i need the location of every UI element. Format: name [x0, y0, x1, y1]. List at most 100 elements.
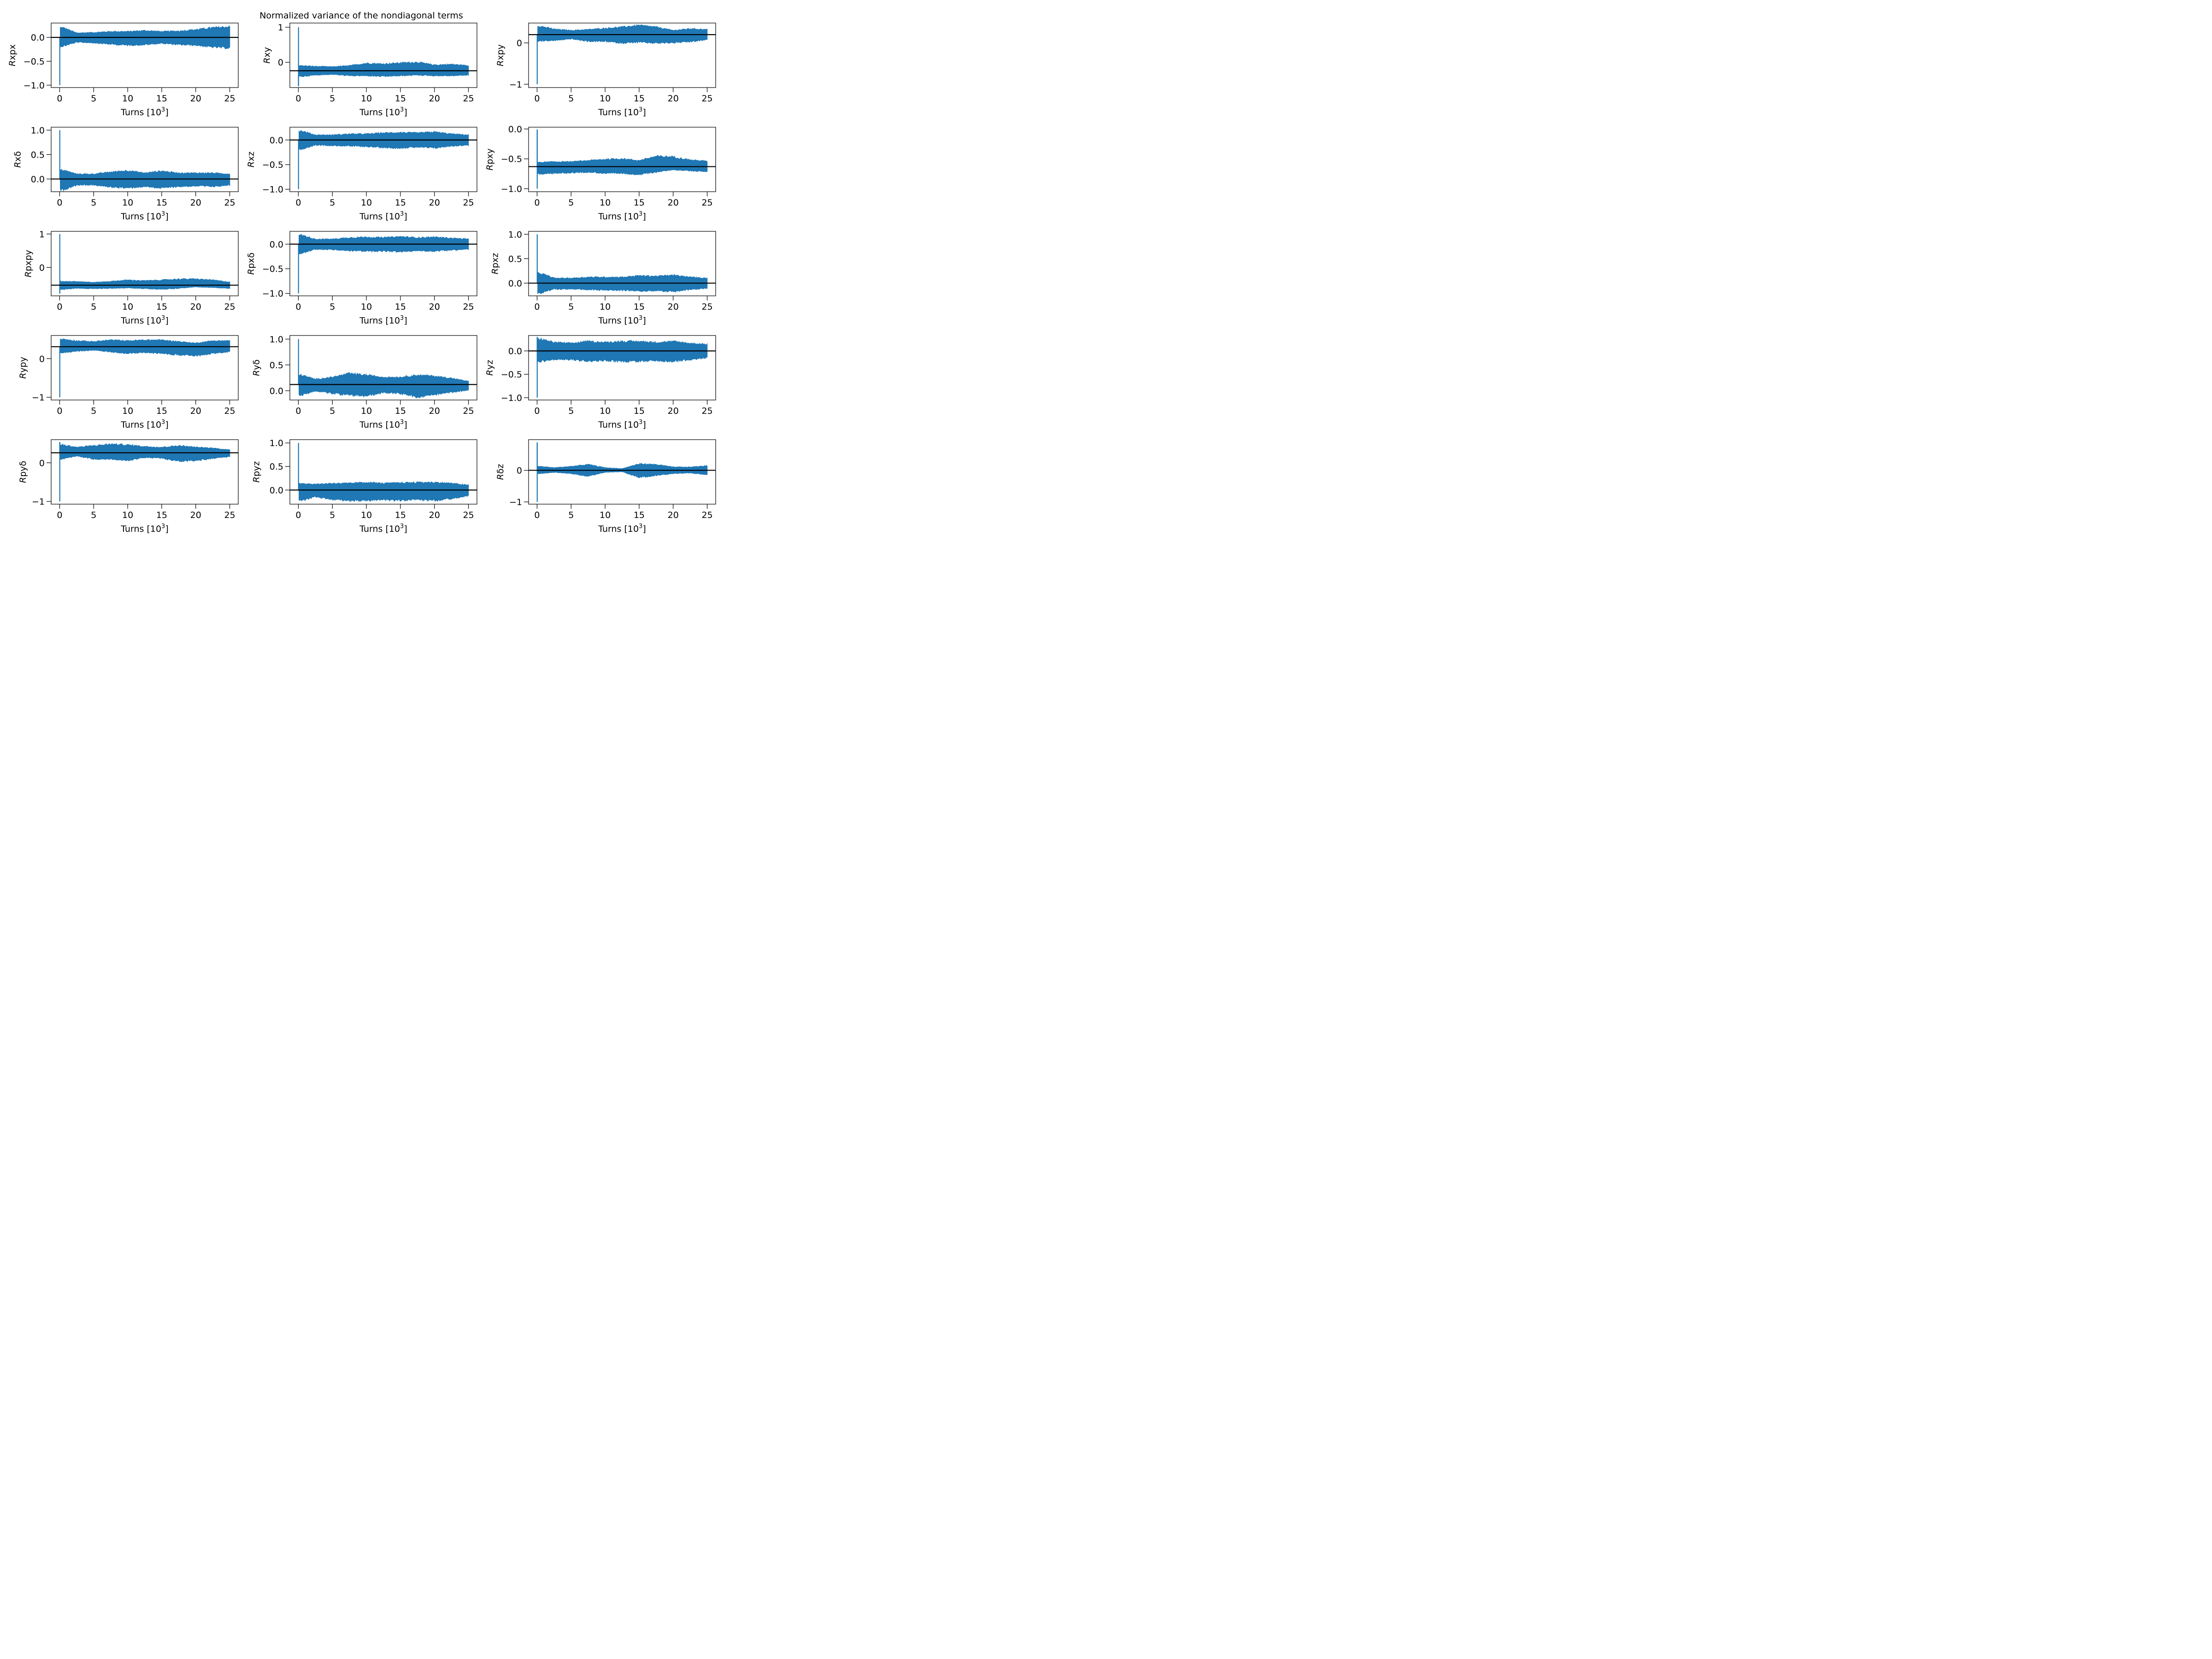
y-tick-label: 0: [39, 458, 45, 468]
x-tick-label: 5: [91, 406, 96, 416]
x-tick-label: 5: [329, 94, 335, 104]
x-axis-label-exponent: 3: [400, 315, 404, 322]
x-tick-label: 0: [57, 302, 62, 312]
y-tick-label: 1.0: [270, 438, 283, 448]
y-tick-label: −1.0: [262, 185, 283, 195]
y-axis-label-subscript: pxy: [485, 148, 495, 165]
x-axis-label: Turns [103]: [598, 106, 646, 118]
plot-area: [51, 25, 238, 85]
x-axis-label-exponent: 3: [161, 211, 165, 218]
x-tick-label: 25: [224, 510, 235, 520]
axes-frame: [51, 439, 239, 505]
signal-band: [60, 338, 230, 357]
y-axis-label: Rxy: [262, 47, 272, 64]
x-tick-label: 10: [122, 406, 133, 416]
x-axis-label-exponent: 3: [400, 523, 404, 530]
y-axis-label-subscript: ypy: [18, 357, 28, 373]
subplot-rx: 0 5 10 15 20 25 0.0 0.5 1.0 Turns [103] Rxδ: [13, 125, 239, 222]
x-tick-label: 0: [57, 94, 62, 104]
x-tick-label: 10: [361, 302, 372, 312]
x-tick-label: 0: [534, 198, 540, 208]
x-tick-label: 20: [190, 198, 201, 208]
x-axis-label-exponent: 3: [400, 419, 404, 426]
subplot-rxpy: 0 5 10 15 20 25 −1 0 Turns [103] Rxpy: [495, 23, 716, 118]
x-tick-label: 0: [295, 302, 301, 312]
y-axis-label: Rxz: [246, 152, 256, 167]
y-axis-label-subscript: pyz: [252, 461, 262, 477]
y-axis-label-subscript: yδ: [252, 359, 262, 370]
y-tick-label: 0.0: [270, 386, 283, 396]
x-tick-label: 20: [668, 510, 679, 520]
plot-area: [51, 442, 238, 502]
x-axis-label-exponent: 3: [400, 211, 404, 218]
y-axis-label-symbol: R: [24, 271, 34, 277]
x-axis-label-exponent: 3: [639, 315, 642, 322]
x-tick-label: 10: [122, 198, 133, 208]
x-axis-label: Turns [103]: [359, 523, 407, 534]
x-tick-label: 5: [568, 198, 574, 208]
x-tick-label: 10: [361, 94, 372, 104]
y-axis-label: Rxpy: [495, 44, 506, 66]
x-axis-label-exponent: 3: [161, 419, 165, 426]
plot-area: [529, 129, 716, 189]
y-axis-label: Rpyδ: [18, 461, 28, 483]
x-tick-label: 25: [701, 406, 712, 416]
x-tick-label: 0: [57, 198, 62, 208]
x-axis-label-bracket: ]: [404, 107, 407, 118]
x-axis-label: Turns [103]: [120, 315, 169, 326]
y-axis-label: Rxδ: [13, 151, 23, 168]
x-axis-label: Turns [103]: [120, 523, 169, 534]
signal-band: [299, 61, 469, 77]
y-tick-label: −1: [32, 497, 45, 507]
x-axis-label: Turns [103]: [359, 315, 407, 326]
x-axis-label: Turns [103]: [598, 211, 646, 222]
x-axis-label: Turns [103]: [598, 315, 646, 326]
x-tick-label: 20: [429, 198, 440, 208]
x-tick-label: 20: [429, 510, 440, 520]
y-axis-label-subscript: pxpy: [24, 250, 34, 271]
subplot-ryz: 0 5 10 15 20 25 −1.0 −0.5 0.0 Turns [103] Ryz: [485, 335, 716, 430]
x-tick-label: 10: [361, 406, 372, 416]
y-axis-label: Rpxy: [485, 148, 495, 171]
x-tick-label: 10: [600, 198, 611, 208]
x-tick-label: 5: [568, 94, 574, 104]
y-axis-label-subscript: xy: [262, 47, 272, 58]
y-axis-label-symbol: R: [18, 373, 28, 379]
x-tick-label: 0: [534, 302, 540, 312]
x-axis-label: Turns [103]: [598, 523, 646, 534]
x-tick-label: 20: [668, 302, 679, 312]
x-tick-label: 10: [122, 302, 133, 312]
subplot-rpyz: 0 5 10 15 20 25 0.0 0.5 1.0 Turns [103] Rpyz: [252, 438, 477, 534]
y-tick-label: 0.5: [31, 150, 45, 160]
x-axis-label-exponent: 3: [161, 523, 165, 530]
plot-area: [529, 234, 716, 294]
x-axis-label-bracket: ]: [642, 420, 646, 430]
x-axis-label-text: Turns [10: [598, 524, 639, 534]
x-tick-label: 5: [329, 406, 335, 416]
x-tick-label: 10: [600, 510, 611, 520]
x-tick-label: 5: [568, 302, 574, 312]
y-axis-label-subscript: δz: [495, 464, 506, 474]
y-tick-label: 1.0: [270, 335, 283, 345]
x-tick-label: 20: [668, 198, 679, 208]
subplot-rz: 0 5 10 15 20 25 −1 0 Turns [103] Rδz: [495, 439, 716, 534]
x-axis-label-bracket: ]: [165, 524, 168, 534]
y-axis-label: Rδz: [495, 464, 506, 480]
y-tick-label: −0.5: [262, 160, 283, 170]
x-axis-label-bracket: ]: [404, 316, 407, 326]
x-axis-label-bracket: ]: [642, 524, 646, 534]
subplot-rxy: 0 5 10 15 20 25 0 1 Turns [103] Rxy: [262, 23, 477, 118]
subplot-rpx: 0 5 10 15 20 25 −1.0 −0.5 0.0 Turns [103] Rpxδ: [246, 231, 477, 326]
x-axis-label-exponent: 3: [639, 419, 642, 426]
x-tick-label: 20: [429, 94, 440, 104]
y-tick-label: 0.0: [508, 124, 522, 135]
y-tick-label: −0.5: [262, 264, 283, 274]
x-tick-label: 5: [91, 94, 96, 104]
x-axis-label-text: Turns [10: [598, 107, 639, 118]
x-tick-label: 25: [701, 302, 712, 312]
y-tick-label: 0: [517, 466, 522, 476]
x-tick-label: 15: [634, 302, 645, 312]
x-axis-label: Turns [103]: [359, 211, 407, 222]
x-tick-label: 15: [395, 510, 406, 520]
x-tick-label: 10: [122, 94, 133, 104]
